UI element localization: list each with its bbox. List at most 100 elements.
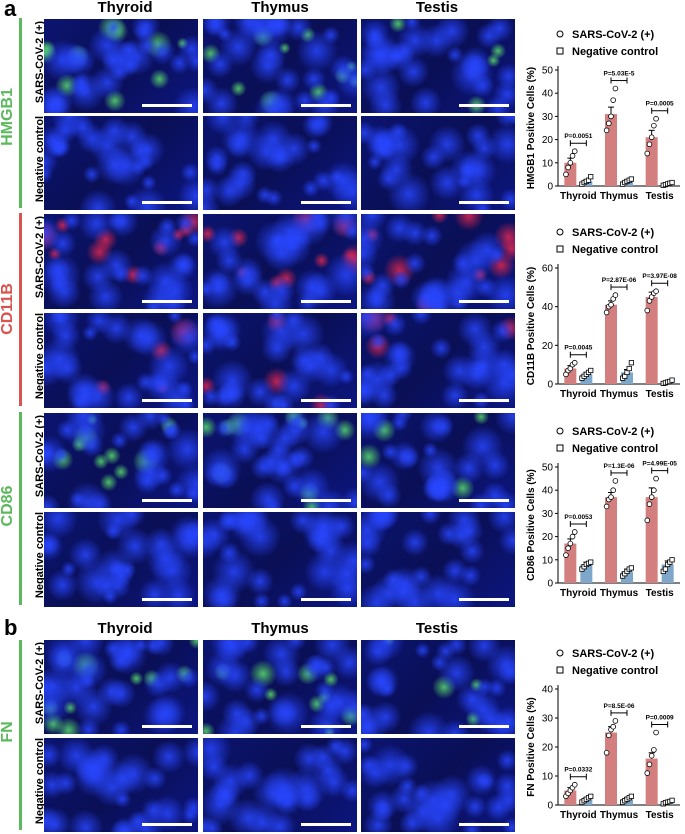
legend-marker-positive: [556, 30, 564, 38]
scale-bar: [301, 300, 351, 303]
data-point: [565, 164, 571, 171]
micrograph-tile: [361, 640, 515, 734]
data-point: [626, 365, 632, 372]
micrograph-tile: [44, 19, 198, 113]
legend-marker-positive: [556, 649, 564, 657]
data-point: [644, 517, 651, 524]
legend-label: Negative control: [572, 46, 658, 58]
legend-label: SARS-CoV-2 (+): [572, 227, 655, 239]
data-point: [603, 750, 610, 756]
bar-negative: [621, 571, 633, 583]
x-tick-label: Testis: [646, 810, 675, 821]
legend-label: SARS-CoV-2 (+): [572, 29, 655, 41]
marker-label-cd86: CD86: [0, 485, 16, 527]
y-tick-label: 30: [542, 714, 554, 725]
data-point: [648, 134, 655, 141]
data-point: [628, 565, 634, 571]
legend-label: SARS-CoV-2 (+): [572, 426, 655, 438]
p-value-label: P=2.87E-06: [602, 277, 637, 284]
x-tick-label: Thymus: [600, 389, 639, 400]
y-tick-label: 20: [542, 135, 554, 146]
legend-marker-positive: [556, 427, 564, 435]
scale-bar: [459, 823, 509, 826]
data-point: [612, 478, 619, 484]
y-tick-label: 0: [547, 801, 553, 812]
scale-bar: [142, 499, 192, 502]
marker-label-cd11b: CD11B: [0, 283, 16, 335]
scale-bar: [301, 598, 351, 601]
x-tick-label: Thyroid: [560, 810, 597, 821]
column-header-thymus: Thymus: [251, 0, 309, 16]
micrograph-tile: [361, 512, 515, 607]
y-tick-label: 40: [542, 89, 554, 100]
scale-bar: [459, 499, 509, 502]
scale-bar: [459, 104, 509, 107]
y-tick-label: 0: [547, 182, 553, 193]
micrograph-tile: [44, 512, 198, 607]
data-point: [669, 377, 675, 383]
x-tick-label: Thymus: [600, 191, 639, 202]
legend-label: Negative control: [572, 443, 658, 455]
micrograph-tile: [203, 19, 357, 113]
y-tick-label: 10: [542, 158, 554, 169]
data-point: [610, 97, 616, 103]
data-point: [563, 552, 569, 558]
data-point: [628, 360, 634, 366]
scale-bar: [459, 300, 509, 303]
scale-bar: [142, 201, 192, 204]
scale-bar: [142, 104, 192, 107]
data-point: [588, 793, 594, 799]
data-point: [571, 359, 578, 366]
legend-marker-positive: [556, 228, 564, 236]
y-tick-label: 40: [542, 486, 554, 497]
scale-bar: [142, 598, 192, 601]
data-point: [662, 566, 669, 572]
data-point: [646, 141, 653, 148]
x-tick-label: Thymus: [600, 810, 639, 821]
chart-cd11b: SARS-CoV-2 (+) Negative control 0 20 40 60 CD1…: [526, 227, 680, 400]
data-point: [612, 85, 619, 92]
scale-bar: [301, 399, 351, 402]
micrograph-tile: [203, 512, 357, 607]
p-value-label: P=0.0009: [646, 715, 674, 722]
p-value-label: P=0.0045: [564, 345, 592, 352]
data-point: [646, 501, 653, 507]
p-value-label: P=1.3E-06: [604, 463, 635, 470]
x-tick-label: Thyroid: [560, 191, 597, 202]
data-point: [571, 529, 578, 535]
marker-bar-cd86: [19, 412, 22, 605]
bar-negative: [580, 374, 593, 384]
y-axis-label: CD11B Positive Cells (%): [526, 267, 537, 385]
y-tick-label: 40: [542, 685, 554, 696]
micrograph-tile: [44, 116, 198, 210]
y-tick-label: 0: [547, 380, 553, 391]
y-axis-label: FN Positive Cells (%): [526, 697, 537, 796]
y-tick-label: 20: [542, 341, 554, 352]
y-tick-label: 0: [547, 579, 553, 590]
x-tick-label: Thyroid: [560, 588, 597, 599]
p-value-label: P=0.0053: [564, 514, 592, 521]
micrograph-tile: [203, 116, 357, 210]
scale-bar: [301, 104, 351, 107]
column-header-thyroid: Thyroid: [97, 0, 153, 16]
bar-positive: [605, 304, 617, 384]
data-point: [567, 540, 574, 547]
scale-bar: [459, 725, 509, 728]
scale-bar: [142, 725, 192, 728]
data-point: [644, 150, 651, 157]
y-tick-label: 30: [542, 509, 554, 520]
marker-label-fn: FN: [0, 721, 16, 743]
data-point: [669, 557, 675, 563]
data-point: [588, 559, 594, 565]
data-point: [588, 367, 594, 374]
micrograph-tile: [361, 413, 515, 508]
scale-bar: [459, 201, 509, 204]
y-tick-label: 60: [542, 264, 554, 275]
micrograph-tile: [361, 214, 515, 309]
p-value-label: P=3.97E-08: [642, 273, 677, 280]
data-point: [669, 179, 675, 186]
legend-label: Negative control: [572, 665, 658, 677]
y-axis-label: HMGB1 Positive Cells (%): [526, 67, 537, 189]
data-point: [628, 793, 634, 799]
legend-label: Negative control: [572, 244, 658, 256]
